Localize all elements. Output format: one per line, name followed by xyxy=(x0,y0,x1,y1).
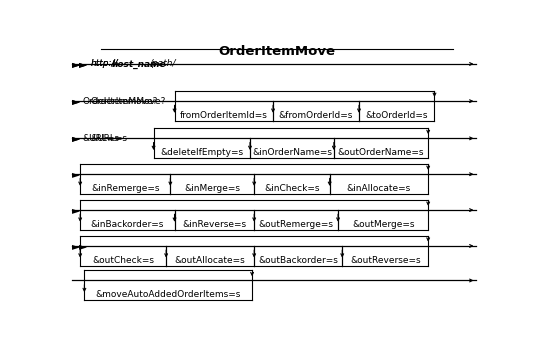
Text: &inMerge=s: &inMerge=s xyxy=(184,184,240,193)
Text: &deleteIfEmpty=s: &deleteIfEmpty=s xyxy=(160,148,243,157)
Text: fromOrderItemId=s: fromOrderItemId=s xyxy=(180,111,268,120)
Text: OrderItemMove?: OrderItemMove? xyxy=(91,97,166,106)
Text: &inCheck=s: &inCheck=s xyxy=(264,184,320,193)
Text: ►: ► xyxy=(72,169,80,179)
Text: ►►: ►► xyxy=(72,59,88,69)
Text: /path/: /path/ xyxy=(149,59,176,68)
Text: &inBackorder=s: &inBackorder=s xyxy=(91,220,164,229)
Text: &outRemerge=s: &outRemerge=s xyxy=(259,220,334,229)
Text: &inAllocate=s: &inAllocate=s xyxy=(347,184,411,193)
Text: host_name: host_name xyxy=(111,59,166,69)
Text: &URL=s: &URL=s xyxy=(82,134,120,143)
Text: &outMerge=s: &outMerge=s xyxy=(352,220,414,229)
Text: &outAllocate=s: &outAllocate=s xyxy=(175,256,246,265)
Text: ►: ► xyxy=(72,134,80,144)
Text: OrderItemMove: OrderItemMove xyxy=(219,46,336,58)
Text: ►: ► xyxy=(72,205,80,215)
Text: &outCheck=s: &outCheck=s xyxy=(92,256,154,265)
Text: http://: http:// xyxy=(91,59,118,68)
Text: http://: http:// xyxy=(91,59,118,68)
Text: &inOrderName=s: &inOrderName=s xyxy=(252,148,332,157)
Text: &outOrderName=s: &outOrderName=s xyxy=(338,148,424,157)
Text: ►►: ►► xyxy=(72,241,88,251)
Text: ►: ► xyxy=(72,134,80,144)
Text: &fromOrderId=s: &fromOrderId=s xyxy=(279,111,353,120)
Text: &moveAutoAddedOrderItems=s: &moveAutoAddedOrderItems=s xyxy=(96,290,241,299)
Text: ►: ► xyxy=(72,96,80,106)
Text: &URL=s: &URL=s xyxy=(91,134,128,143)
Text: &toOrderId=s: &toOrderId=s xyxy=(366,111,428,120)
Text: &outReverse=s: &outReverse=s xyxy=(350,256,420,265)
Text: &inReverse=s: &inReverse=s xyxy=(182,220,247,229)
Text: ►►: ►► xyxy=(72,59,88,69)
Text: &inRemerge=s: &inRemerge=s xyxy=(91,184,160,193)
Text: &outBackorder=s: &outBackorder=s xyxy=(258,256,338,265)
Text: OrderItemMove?: OrderItemMove? xyxy=(82,97,157,106)
Text: ►: ► xyxy=(72,96,80,106)
